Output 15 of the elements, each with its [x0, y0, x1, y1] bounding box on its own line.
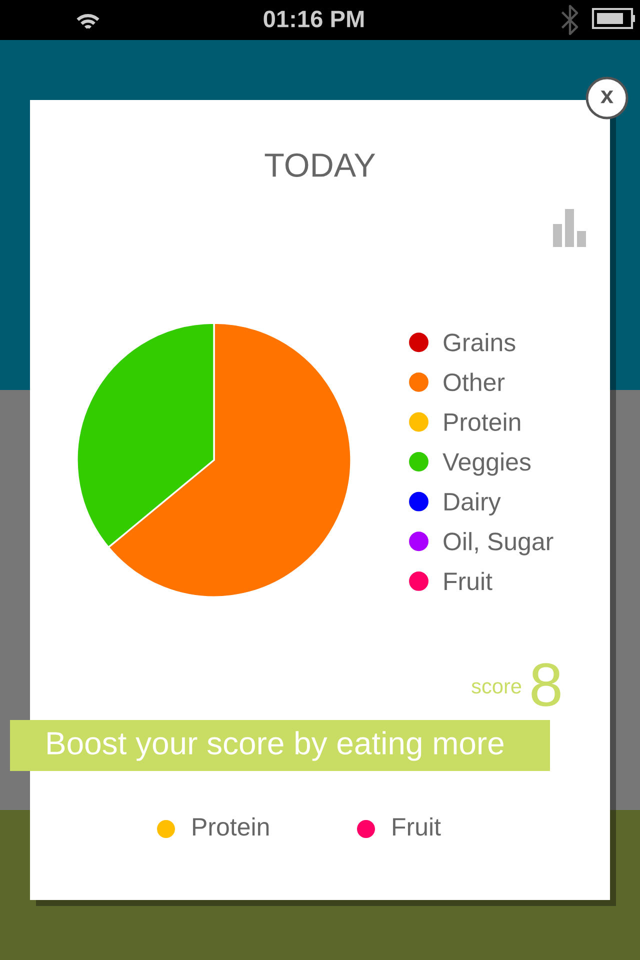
- legend-label: Dairy: [444, 492, 501, 516]
- legend-label: Protein: [444, 412, 520, 431]
- text: x: [600, 90, 614, 104]
- legend-label: Oil, Sugar: [444, 532, 554, 556]
- text: 01:16 PM: [264, 10, 364, 28]
- chart-title: TODAY: [264, 153, 376, 177]
- legend-label: Other: [444, 372, 505, 392]
- legend-label: Fruit: [444, 572, 492, 590]
- text: Fruit: [393, 817, 441, 836]
- text: Boost your score by eating more: [48, 731, 504, 761]
- text: 8: [532, 663, 560, 706]
- legend-label: Grains: [444, 333, 516, 352]
- text: Protein: [193, 817, 269, 836]
- text: score: [472, 682, 522, 694]
- legend-label: Veggies: [442, 452, 531, 476]
